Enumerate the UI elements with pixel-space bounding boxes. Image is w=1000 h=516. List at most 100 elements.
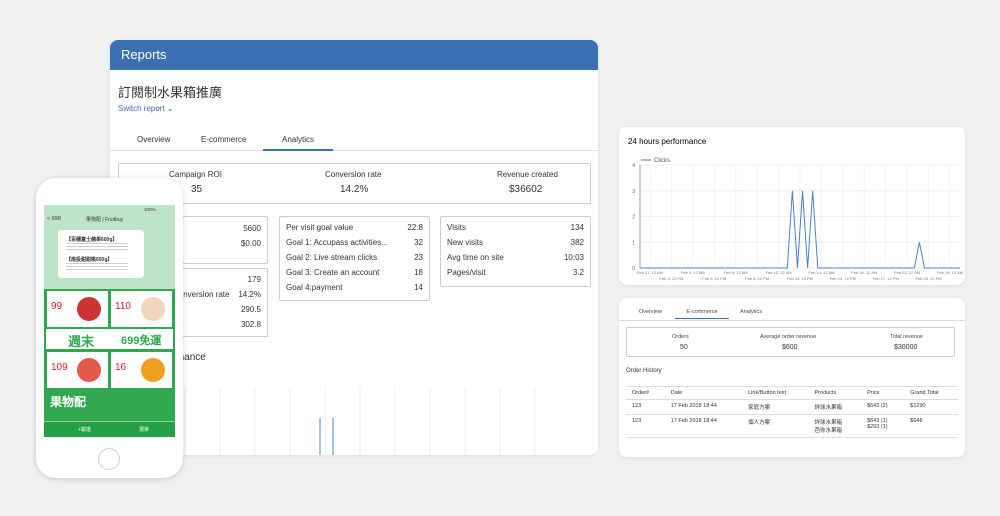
y-tick-label: 1 bbox=[632, 240, 635, 246]
apple bbox=[77, 297, 101, 321]
cell: 17 Feb 2018 18:44 bbox=[664, 414, 743, 438]
x-tick-label: Feb 21, 12 AM bbox=[637, 270, 663, 275]
tab-active[interactable]: E-commerce bbox=[675, 309, 729, 319]
promo[interactable]: 週末 699免運 bbox=[46, 329, 173, 349]
stat-label: Conversion rate bbox=[173, 290, 230, 299]
column-header: Products bbox=[808, 386, 862, 400]
report-title: 訂閱制水果箱推廣 bbox=[118, 85, 223, 100]
tile[interactable]: 16 bbox=[111, 352, 172, 388]
summary-label: Revenue created bbox=[497, 170, 558, 179]
x-tick-label: Feb 16, 12 AM bbox=[851, 270, 877, 275]
nav-item[interactable]: 選單 bbox=[139, 427, 150, 433]
stat-label: Visits bbox=[447, 223, 466, 232]
bubble-text: 【南投甜甜桃600g】 bbox=[66, 257, 113, 263]
text-lines bbox=[66, 243, 128, 251]
battery: 100% bbox=[144, 207, 156, 212]
x-tick-label: Feb 12, 12 AM bbox=[766, 270, 792, 275]
stat-label: Goal 1: Accupass activities... bbox=[286, 238, 388, 247]
price: 99 bbox=[51, 301, 63, 312]
back[interactable]: < 698 bbox=[47, 216, 61, 222]
stat-label: Goal 3: Create an account bbox=[286, 268, 380, 277]
summary-label: Average order revenue bbox=[760, 334, 817, 340]
x-tick-label: Feb 23, 12 PM bbox=[915, 276, 941, 281]
stat-value: 18 bbox=[414, 268, 423, 277]
tab[interactable]: Overview bbox=[639, 309, 662, 315]
tab[interactable]: Overview bbox=[137, 135, 171, 144]
price: 16 bbox=[115, 362, 127, 373]
tile[interactable]: 110 bbox=[111, 291, 172, 327]
stat-value: 290.5 bbox=[240, 305, 261, 314]
tab[interactable]: E-commerce bbox=[201, 135, 247, 144]
rich-menu[interactable]: 99 110 週末 699免運 109 16 果物配 +驗證 選單 bbox=[44, 289, 175, 437]
stat-value: 382 bbox=[570, 238, 584, 247]
tab-rule bbox=[619, 320, 965, 321]
stat-label: Goal 4:payment bbox=[286, 283, 343, 292]
stat-value: 14 bbox=[414, 283, 423, 292]
goals-box: Per visit goal value 22.8 Goal 1: Accupass… bbox=[279, 216, 430, 301]
stat-row: 5600 bbox=[119, 221, 267, 236]
column-header: Price bbox=[861, 386, 905, 400]
account: 果物配 | Fruitbuy bbox=[86, 217, 124, 223]
summary-box: Campaign ROI 35 Conversion rate 14.2% Re… bbox=[118, 163, 591, 204]
x-tick-label: Feb 8, 12 AM bbox=[724, 270, 748, 275]
tab[interactable]: Analytics bbox=[740, 309, 763, 315]
clicks-chart: 24 hours performance Clicks 0 1 2 3 4 Feb 21,… bbox=[628, 137, 963, 281]
stat-row: Goal 2: Live stream clicks 23 bbox=[280, 250, 429, 265]
summary-value: 35 bbox=[191, 184, 203, 195]
x-tick-label: Feb 15, 12 PM bbox=[830, 276, 856, 281]
spikes bbox=[319, 418, 334, 455]
x-tick-label: Feb 3, 12 PM bbox=[659, 276, 683, 281]
section-title: Order History bbox=[626, 368, 662, 374]
column-header: Date bbox=[664, 386, 743, 400]
stat-row: $0.00 bbox=[119, 236, 267, 251]
tile[interactable]: 109 bbox=[47, 352, 108, 388]
bubble-text: 【百穗富士蘋果600g】 bbox=[66, 237, 118, 243]
phone-screen: 100% < 698 果物配 | Fruitbuy 【百穗富士蘋果600g】 【… bbox=[44, 205, 175, 437]
stat-row: Goal 4:payment 14 bbox=[280, 280, 429, 295]
order-row: 123 17 Feb 2018 18:44 家庭方案 詳球水果箱 $643 (2) $12… bbox=[626, 399, 958, 415]
y-tick-label: 4 bbox=[632, 163, 635, 169]
summary-label: Orders bbox=[672, 334, 689, 340]
nav-item[interactable]: +驗證 bbox=[78, 427, 91, 433]
x-tick-label: Feb 24, 12 AM bbox=[937, 270, 963, 275]
cell: 17 Feb 2018 18:44 bbox=[664, 399, 743, 415]
x-tick-label: Feb 14, 12 AM bbox=[808, 270, 834, 275]
stat-row: 302.8 bbox=[119, 317, 267, 332]
order-row: 123 17 Feb 2018 18:44 個人方案 詳球水果箱 芭你水果箱 $643 … bbox=[626, 414, 958, 438]
orders-card: Overview E-commerce Analytics Orders 50 … bbox=[619, 298, 965, 457]
stat-row: Avg time on site 10:03 bbox=[441, 250, 590, 265]
cell: 家庭方案 bbox=[742, 399, 809, 415]
summary-label: Total revenue bbox=[890, 334, 924, 340]
column-header: Order# bbox=[626, 386, 665, 400]
text-lines bbox=[66, 263, 128, 271]
stat-value: $0.00 bbox=[240, 239, 261, 248]
stat-value: 23 bbox=[414, 253, 423, 262]
cell: 123 bbox=[626, 399, 665, 415]
stat-value: 22.8 bbox=[407, 223, 423, 232]
stat-value: 179 bbox=[247, 275, 261, 284]
cell: 123 bbox=[626, 414, 665, 438]
phone: 100% < 698 果物配 | Fruitbuy 【百穗富士蘋果600g】 【… bbox=[36, 178, 183, 478]
stat-row: 179 bbox=[119, 272, 267, 287]
summary-label: Campaign ROI bbox=[169, 170, 222, 179]
stat-value: 32 bbox=[414, 238, 423, 247]
stat-row: Goal 3: Create an account 18 bbox=[280, 265, 429, 280]
tile[interactable]: 99 bbox=[47, 291, 108, 327]
summary-value: $600 bbox=[782, 344, 798, 351]
cell: $1290 bbox=[904, 399, 958, 415]
x-tick-label: Feb 9, 12 PM bbox=[745, 276, 769, 281]
column-header: Grand Total bbox=[904, 386, 958, 400]
reports-card: Reports 訂閱制水果箱推廣 Switch report ⌄ Overvie… bbox=[110, 40, 598, 455]
stat-label: Avg time on site bbox=[447, 253, 504, 262]
switch-report[interactable]: Switch report ⌄ bbox=[118, 104, 174, 113]
orders-summary: Orders 50 Average order revenue $600 Tot… bbox=[626, 327, 955, 357]
x-tick-label: Feb 5, 12 PM bbox=[702, 276, 726, 281]
order-table: Order# Date Link/Button text Products Price G… bbox=[626, 386, 958, 438]
visits-box: Visits 134 New visits 382 Avg time on site 10… bbox=[440, 216, 591, 287]
tab-active[interactable]: Analytics bbox=[263, 135, 333, 151]
tab-rule bbox=[110, 150, 598, 151]
stat-value: 3.2 bbox=[572, 268, 584, 277]
grid bbox=[184, 388, 536, 455]
summary-label: Conversion rate bbox=[325, 170, 382, 179]
stat-label: New visits bbox=[447, 238, 484, 247]
